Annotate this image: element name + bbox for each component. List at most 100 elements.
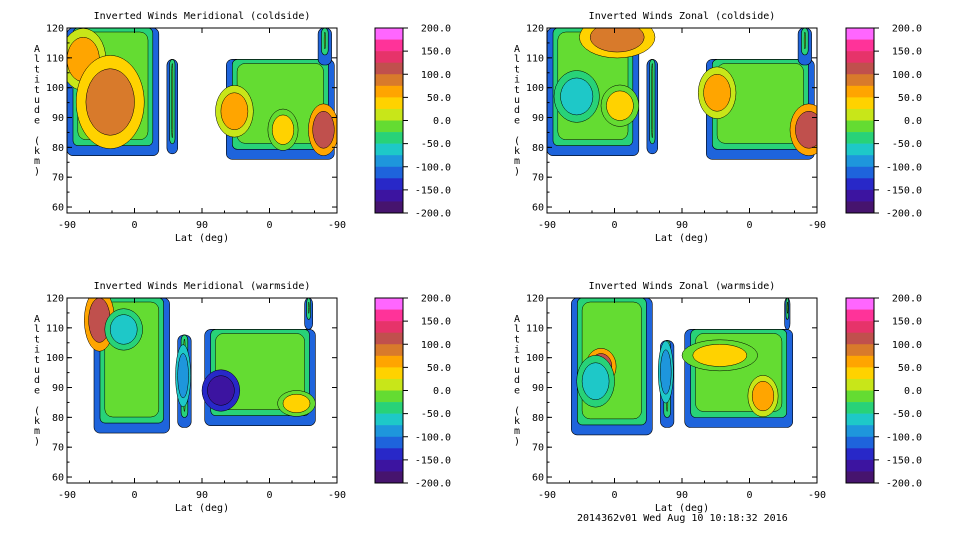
colorbar-swatch: [375, 178, 403, 191]
colorbar-swatch: [375, 189, 403, 202]
colorbar: 200.0 150.0 100.0 50.0 0.0 -50.0 -100.0 -150.0 -…: [374, 294, 451, 490]
x-tick-label: -90: [58, 490, 76, 501]
colorbar-label: 50.0: [427, 363, 451, 374]
x-tick-label: 0: [746, 220, 752, 231]
contour-blob: [560, 77, 594, 116]
colorbar-swatch: [846, 321, 874, 333]
y-tick-label: 90: [532, 383, 544, 394]
colorbar-swatch: [375, 120, 403, 133]
x-tick-label: 90: [196, 220, 208, 231]
chart-title: Inverted Winds Zonal (coldside): [589, 11, 776, 22]
colorbar-swatch: [846, 166, 874, 179]
y-tick-label: 80: [52, 143, 64, 154]
colorbar-swatch: [375, 344, 403, 357]
colorbar-label: 100.0: [421, 340, 451, 351]
y-tick-label: 110: [46, 53, 64, 64]
y-tick-label: 120: [46, 24, 64, 35]
contour-blob: [85, 68, 135, 136]
colorbar: 200.0 150.0 100.0 50.0 0.0 -50.0 -100.0 -150.0 -…: [845, 24, 922, 220]
colorbar-label: 100.0: [892, 70, 922, 81]
colorbar-swatch: [846, 298, 874, 310]
x-tick-label: 0: [746, 490, 752, 501]
colorbar-swatch: [846, 132, 874, 144]
colorbar-label: 150.0: [421, 317, 451, 328]
y-tick-label: 100: [46, 83, 64, 94]
colorbar-label: 200.0: [421, 24, 451, 35]
contour-field: [547, 28, 817, 160]
colorbar-label: 200.0: [892, 294, 922, 305]
colorbar-swatch: [846, 120, 874, 133]
colorbar-swatch: [375, 62, 403, 75]
contour-band: [803, 31, 806, 50]
colorbar-swatch: [375, 201, 403, 214]
colorbar-swatch: [846, 28, 874, 40]
contour-blob: [177, 353, 189, 399]
y-tick-label: 80: [52, 413, 64, 424]
contour-blob: [312, 111, 335, 149]
colorbar-swatch: [375, 108, 403, 121]
contour-blob: [220, 92, 249, 130]
colorbar-swatch: [375, 425, 403, 438]
colorbar-swatch: [375, 132, 403, 144]
colorbar-label: 150.0: [892, 317, 922, 328]
y-tick-label: 120: [46, 294, 64, 305]
y-tick-label: 60: [52, 473, 64, 484]
x-tick-label: -90: [538, 490, 556, 501]
y-tick-label: 110: [526, 53, 544, 64]
contour-band: [171, 63, 174, 139]
colorbar-swatch: [846, 143, 874, 156]
y-tick-label: 70: [532, 443, 544, 454]
chart-title: Inverted Winds Zonal (warmside): [589, 281, 776, 292]
colorbar-swatch: [846, 459, 874, 472]
colorbar-label: 50.0: [898, 363, 922, 374]
y-tick-label: 100: [526, 353, 544, 364]
colorbar-label: 0.0: [904, 386, 922, 397]
colorbar-swatch: [846, 201, 874, 214]
colorbar-label: 0.0: [433, 386, 451, 397]
colorbar-label: -50.0: [421, 409, 451, 420]
contour-blob: [581, 362, 610, 400]
colorbar-swatch: [846, 97, 874, 110]
contour-band: [651, 63, 654, 139]
colorbar-swatch: [375, 309, 403, 322]
contour-blob: [109, 314, 138, 345]
colorbar-label: 0.0: [904, 116, 922, 127]
colorbar-swatch: [375, 471, 403, 484]
colorbar-label: 200.0: [421, 294, 451, 305]
y-tick-label: 60: [532, 473, 544, 484]
colorbar-swatch: [846, 448, 874, 461]
contour-blob: [751, 381, 775, 412]
colorbar-label: -100.0: [886, 432, 922, 443]
colorbar-label: 150.0: [421, 47, 451, 58]
footer-stamp: 2014362v01 Wed Aug 10 10:18:32 2016: [577, 513, 788, 524]
contour-blob: [282, 393, 311, 413]
colorbar-swatch: [375, 39, 403, 52]
colorbar-label: -200.0: [415, 479, 451, 490]
contour-blob: [606, 90, 634, 121]
colorbar-swatch: [846, 178, 874, 191]
colorbar-label: -200.0: [886, 479, 922, 490]
y-tick-label: 90: [52, 383, 64, 394]
colorbar-swatch: [846, 355, 874, 368]
colorbar-swatch: [375, 459, 403, 472]
x-tick-label: -90: [538, 220, 556, 231]
x-tick-label: -90: [328, 490, 346, 501]
y-tick-label: 60: [532, 203, 544, 214]
colorbar-label: 0.0: [433, 116, 451, 127]
y-tick-label: 70: [52, 443, 64, 454]
y-tick-label: 100: [46, 353, 64, 364]
colorbar-label: -50.0: [421, 139, 451, 150]
colorbar-swatch: [846, 425, 874, 438]
y-tick-label: 90: [52, 113, 64, 124]
x-tick-label: 0: [611, 220, 617, 231]
x-tick-label: 90: [196, 490, 208, 501]
colorbar-label: 100.0: [892, 340, 922, 351]
colorbar-swatch: [375, 448, 403, 461]
colorbar-swatch: [846, 390, 874, 403]
contour-band: [307, 301, 310, 314]
colorbar-swatch: [375, 74, 403, 87]
colorbar-swatch: [375, 28, 403, 40]
colorbar-label: -150.0: [415, 185, 451, 196]
